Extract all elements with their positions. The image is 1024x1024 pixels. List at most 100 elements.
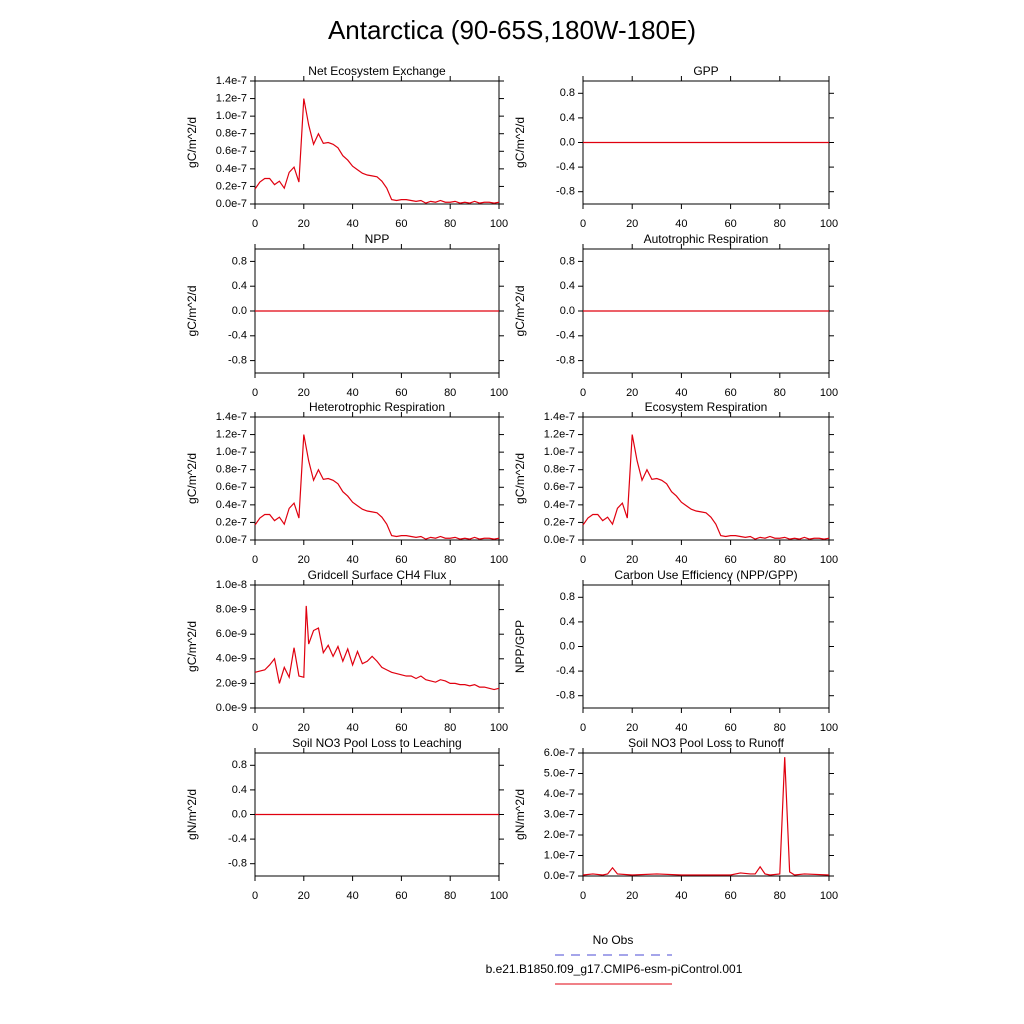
x-tick-label: 100	[490, 722, 508, 734]
y-tick-label: 0.4	[560, 112, 575, 124]
data-line	[254, 434, 500, 540]
y-tick-label: 0.8	[560, 87, 575, 99]
x-tick-label: 40	[675, 387, 687, 399]
y-tick-label: 6.0e-9	[216, 628, 247, 640]
y-tick-label: 1.4e-7	[216, 75, 247, 87]
data-line	[254, 98, 500, 204]
y-tick-label: 0.0e-7	[544, 870, 575, 882]
y-tick-label: 0.0e-9	[216, 702, 247, 714]
x-tick-label: 0	[252, 387, 258, 399]
x-tick-label: 0	[580, 387, 586, 399]
x-tick-label: 60	[724, 387, 736, 399]
y-tick-label: 8.0e-9	[216, 604, 247, 616]
y-tick-label: 0.6e-7	[216, 481, 247, 493]
x-tick-label: 80	[444, 722, 456, 734]
figure-title: Antarctica (90-65S,180W-180E)	[328, 15, 696, 45]
y-tick-label: 0.6e-7	[216, 145, 247, 157]
plot-frame	[582, 584, 830, 709]
x-tick-label: 20	[626, 218, 638, 230]
x-tick-label: 40	[675, 554, 687, 566]
y-axis-label: gC/m^2/d	[185, 621, 199, 672]
y-axis-label: gC/m^2/d	[513, 453, 527, 504]
x-tick-label: 100	[820, 722, 838, 734]
x-tick-label: 80	[774, 218, 786, 230]
plot-frame	[254, 584, 500, 709]
panel-title: NPP	[365, 232, 390, 246]
panel-title: Soil NO3 Pool Loss to Runoff	[628, 736, 785, 750]
y-tick-label: 0.0	[560, 136, 575, 148]
y-tick-label: 0.2e-7	[544, 516, 575, 528]
panel-title: Soil NO3 Pool Loss to Leaching	[292, 736, 461, 750]
x-tick-label: 40	[346, 387, 358, 399]
x-tick-label: 40	[346, 554, 358, 566]
y-tick-label: 0.0	[560, 305, 575, 317]
x-tick-label: 20	[298, 218, 310, 230]
plot-frame	[582, 752, 830, 877]
y-tick-label: 0.4e-7	[544, 499, 575, 511]
plot-frame	[582, 416, 830, 541]
y-tick-label: 0.0e-7	[544, 534, 575, 546]
data-line	[254, 605, 500, 691]
y-tick-label: 2.0e-9	[216, 677, 247, 689]
legend-label: No Obs	[593, 933, 634, 947]
x-tick-label: 80	[774, 387, 786, 399]
y-tick-label: 0.2e-7	[216, 180, 247, 192]
panel-title: Net Ecosystem Exchange	[308, 64, 446, 78]
x-tick-label: 80	[444, 890, 456, 902]
legend-label: b.e21.B1850.f09_g17.CMIP6-esm-piControl.…	[486, 962, 743, 976]
x-tick-label: 40	[346, 218, 358, 230]
y-tick-label: 0.0	[232, 305, 247, 317]
y-tick-label: 0.0	[232, 808, 247, 820]
y-tick-label: 0.4	[560, 616, 575, 628]
panel-title: Gridcell Surface CH4 Flux	[308, 568, 447, 582]
x-tick-label: 20	[298, 387, 310, 399]
x-tick-label: 60	[395, 554, 407, 566]
plot-frame	[254, 80, 500, 205]
y-tick-label: 0.4e-7	[216, 163, 247, 175]
panel-title: Ecosystem Respiration	[645, 400, 768, 414]
y-tick-label: 0.8e-7	[216, 464, 247, 476]
x-tick-label: 100	[820, 554, 838, 566]
y-tick-label: 1.0e-7	[216, 446, 247, 458]
x-tick-label: 60	[395, 890, 407, 902]
y-tick-label: 0.8	[560, 591, 575, 603]
panel-title: GPP	[693, 64, 718, 78]
y-tick-label: -0.4	[556, 161, 575, 173]
x-tick-label: 100	[490, 218, 508, 230]
y-tick-label: 0.0e-7	[216, 198, 247, 210]
x-tick-label: 0	[252, 890, 258, 902]
x-tick-label: 100	[490, 387, 508, 399]
y-tick-label: 1.0e-8	[216, 579, 247, 591]
x-tick-label: 80	[444, 387, 456, 399]
x-tick-label: 80	[444, 218, 456, 230]
y-tick-label: 2.0e-7	[544, 829, 575, 841]
x-tick-label: 80	[774, 554, 786, 566]
x-tick-label: 20	[626, 387, 638, 399]
y-tick-label: 1.2e-7	[216, 428, 247, 440]
y-tick-label: 1.0e-7	[216, 110, 247, 122]
y-tick-label: 3.0e-7	[544, 808, 575, 820]
data-line	[582, 434, 830, 540]
y-tick-label: 4.0e-7	[544, 788, 575, 800]
x-tick-label: 40	[675, 722, 687, 734]
plot-frame	[254, 416, 500, 541]
y-tick-label: -0.4	[228, 330, 247, 342]
y-tick-label: 0.8e-7	[216, 128, 247, 140]
x-tick-label: 80	[774, 890, 786, 902]
y-axis-label: gN/m^2/d	[513, 789, 527, 840]
y-tick-label: 0.4	[560, 280, 575, 292]
y-axis-label: gC/m^2/d	[185, 286, 199, 337]
y-tick-label: 1.4e-7	[544, 411, 575, 423]
x-tick-label: 60	[724, 554, 736, 566]
x-tick-label: 80	[444, 554, 456, 566]
y-tick-label: 4.0e-9	[216, 653, 247, 665]
y-axis-label: gC/m^2/d	[185, 453, 199, 504]
x-tick-label: 0	[580, 722, 586, 734]
y-axis-label: gC/m^2/d	[185, 117, 199, 168]
y-tick-label: 0.4e-7	[216, 499, 247, 511]
y-tick-label: -0.8	[556, 690, 575, 702]
y-tick-label: 0.2e-7	[216, 516, 247, 528]
panel-title: Carbon Use Efficiency (NPP/GPP)	[614, 568, 797, 582]
x-tick-label: 100	[490, 554, 508, 566]
x-tick-label: 60	[724, 218, 736, 230]
